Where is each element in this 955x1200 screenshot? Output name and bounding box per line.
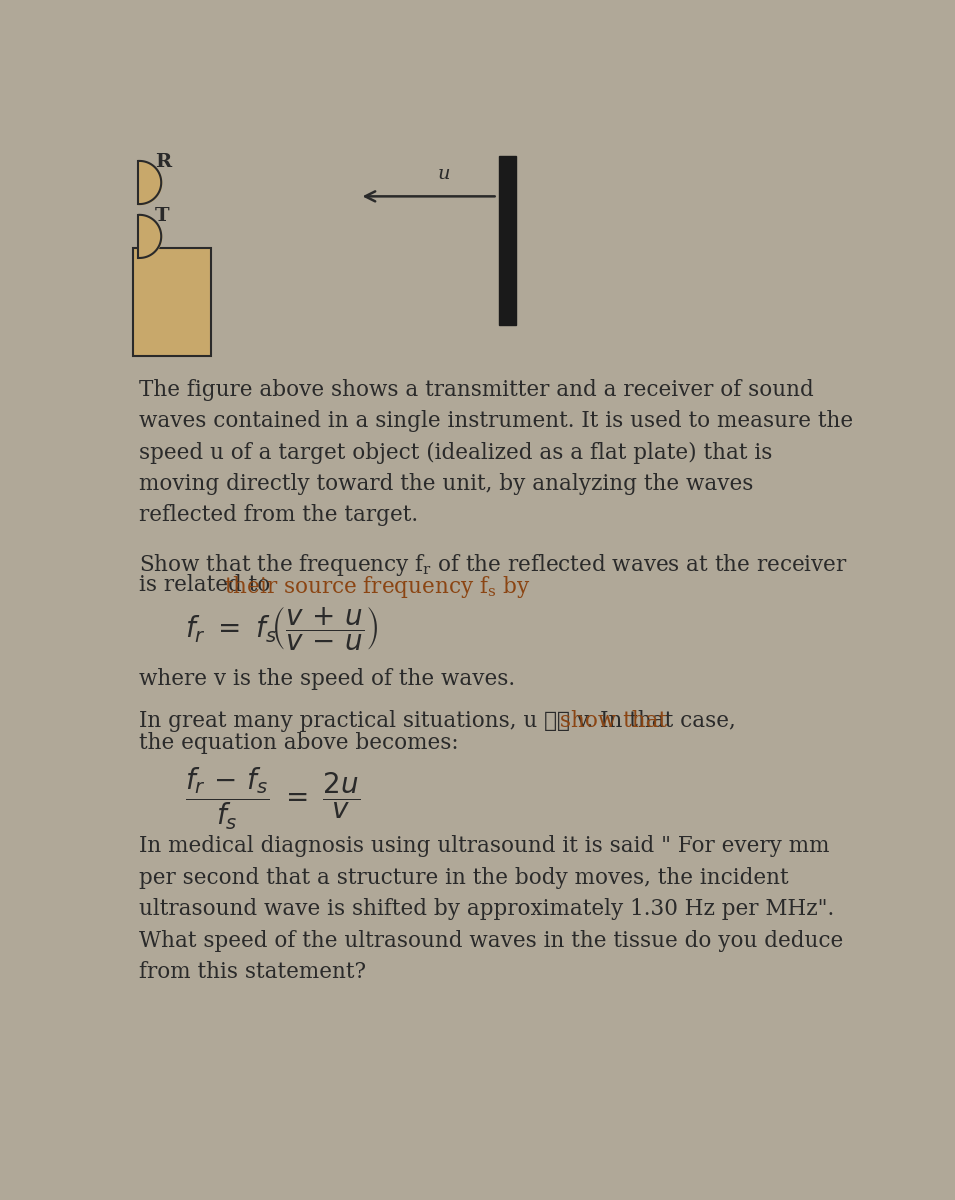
Text: where v is the speed of the waves.: where v is the speed of the waves.	[138, 667, 515, 690]
Text: $\dfrac{f_r\,-\,f_s}{f_s}\ =\ \dfrac{2u}{v}$: $\dfrac{f_r\,-\,f_s}{f_s}\ =\ \dfrac{2u}…	[185, 766, 360, 833]
Text: In medical diagnosis using ultrasound it is said " For every mm
per second that : In medical diagnosis using ultrasound it…	[138, 835, 843, 983]
Text: their source frequency $\mathregular{f_s}$ by: their source frequency $\mathregular{f_s…	[224, 574, 530, 600]
Bar	[499, 156, 516, 325]
Text: R: R	[155, 154, 171, 172]
Bar	[134, 248, 211, 355]
Text: $f_r\ =\ f_s\!\left(\dfrac{v\,+\,u}{v\,-\,u}\right)$: $f_r\ =\ f_s\!\left(\dfrac{v\,+\,u}{v\,-…	[185, 605, 379, 653]
Text: show that: show that	[553, 710, 668, 732]
Text: u: u	[437, 166, 451, 184]
Text: Show that the frequency $\mathregular{f_r}$ of the reflected waves at the receiv: Show that the frequency $\mathregular{f_…	[138, 552, 848, 578]
Text: the equation above becomes:: the equation above becomes:	[138, 732, 458, 754]
Text: is related to: is related to	[138, 574, 277, 595]
Text: In great many practical situations, u ≪≪ v. In that case,: In great many practical situations, u ≪≪…	[138, 710, 735, 732]
Text: The figure above shows a transmitter and a receiver of sound
waves contained in : The figure above shows a transmitter and…	[138, 379, 853, 527]
Text: T: T	[155, 206, 170, 226]
